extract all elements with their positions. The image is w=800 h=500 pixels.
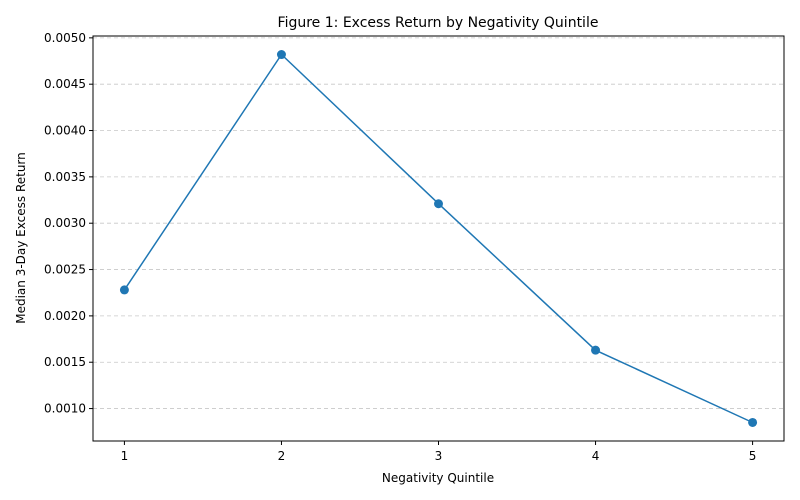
x-axis-label: Negativity Quintile <box>382 471 494 485</box>
series-line <box>123 53 753 424</box>
y-tick-label: 0.0030 <box>44 216 86 230</box>
series-line-group <box>119 50 758 427</box>
data-point <box>434 199 443 209</box>
y-tick-label: 0.0015 <box>44 355 86 369</box>
data-point <box>591 345 601 355</box>
x-axis-ticks: 1 2 3 4 5 <box>121 441 757 463</box>
data-point <box>119 285 129 295</box>
y-tick-label: 0.0035 <box>44 170 86 184</box>
x-tick-label: 4 <box>592 449 600 463</box>
y-axis-label: Median 3-Day Excess Return <box>14 152 28 324</box>
y-axis-ticks: 0.0010 0.0015 0.0020 0.0025 0.0030 0.0035 0.00… <box>44 31 93 416</box>
gridlines <box>93 37 784 409</box>
x-tick-label: 5 <box>749 449 757 463</box>
y-tick-label: 0.0050 <box>44 31 86 45</box>
x-tick-label: 1 <box>121 449 129 463</box>
y-tick-label: 0.0025 <box>44 263 86 277</box>
plot-frame <box>92 35 785 442</box>
data-point <box>276 50 286 60</box>
y-tick-label: 0.0040 <box>44 124 86 138</box>
y-tick-label: 0.0010 <box>44 402 86 416</box>
x-tick-label: 2 <box>278 449 286 463</box>
chart-title: Figure 1: Excess Return by Negativity Qu… <box>278 15 599 31</box>
y-tick-label: 0.0045 <box>44 77 86 91</box>
data-point <box>748 417 758 427</box>
x-tick-label: 3 <box>435 449 443 463</box>
y-tick-label: 0.0020 <box>44 309 86 323</box>
